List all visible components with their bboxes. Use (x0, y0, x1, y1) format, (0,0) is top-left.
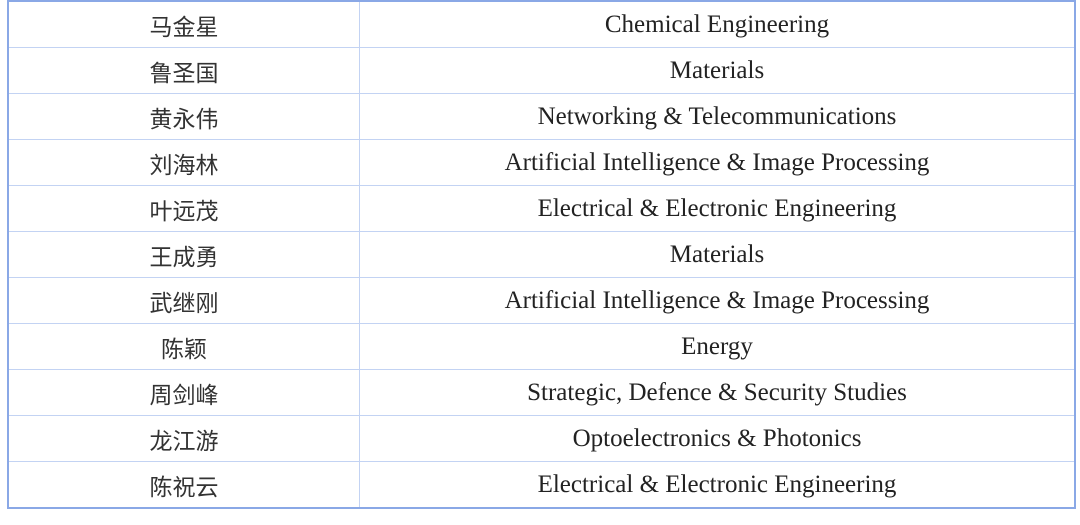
name-cell: 叶远茂 (7, 185, 360, 232)
table-row: 陈祝云 Electrical & Electronic Engineering (7, 461, 1076, 509)
table-row: 鲁圣国 Materials (7, 47, 1076, 94)
table-row: 武继刚 Artificial Intelligence & Image Proce… (7, 277, 1076, 324)
table-row: 刘海林 Artificial Intelligence & Image Proce… (7, 139, 1076, 186)
field-cell: Energy (359, 323, 1076, 370)
table-row: 马金星 Chemical Engineering (7, 0, 1076, 48)
name-cell: 武继刚 (7, 277, 360, 324)
table-row: 周剑峰 Strategic, Defence & Security Studies (7, 369, 1076, 416)
name-cell: 马金星 (7, 0, 360, 48)
field-cell: Materials (359, 231, 1076, 278)
table-row: 王成勇 Materials (7, 231, 1076, 278)
table-row: 龙江游 Optoelectronics & Photonics (7, 415, 1076, 462)
name-cell: 陈颖 (7, 323, 360, 370)
scholar-field-table: 马金星 Chemical Engineering 鲁圣国 Materials 黄永伟 Ne… (7, 0, 1076, 509)
name-cell: 黄永伟 (7, 93, 360, 140)
field-cell: Artificial Intelligence & Image Processi… (359, 139, 1076, 186)
field-cell: Strategic, Defence & Security Studies (359, 369, 1076, 416)
table-row: 陈颖 Energy (7, 323, 1076, 370)
field-cell: Electrical & Electronic Engineering (359, 461, 1076, 509)
field-cell: Chemical Engineering (359, 0, 1076, 48)
table-row: 叶远茂 Electrical & Electronic Engineering (7, 185, 1076, 232)
field-cell: Networking & Telecommunications (359, 93, 1076, 140)
name-cell: 王成勇 (7, 231, 360, 278)
name-cell: 周剑峰 (7, 369, 360, 416)
name-cell: 刘海林 (7, 139, 360, 186)
name-cell: 陈祝云 (7, 461, 360, 509)
name-cell: 龙江游 (7, 415, 360, 462)
field-cell: Electrical & Electronic Engineering (359, 185, 1076, 232)
name-cell: 鲁圣国 (7, 47, 360, 94)
field-cell: Artificial Intelligence & Image Processi… (359, 277, 1076, 324)
field-cell: Materials (359, 47, 1076, 94)
table-row: 黄永伟 Networking & Telecommunications (7, 93, 1076, 140)
field-cell: Optoelectronics & Photonics (359, 415, 1076, 462)
